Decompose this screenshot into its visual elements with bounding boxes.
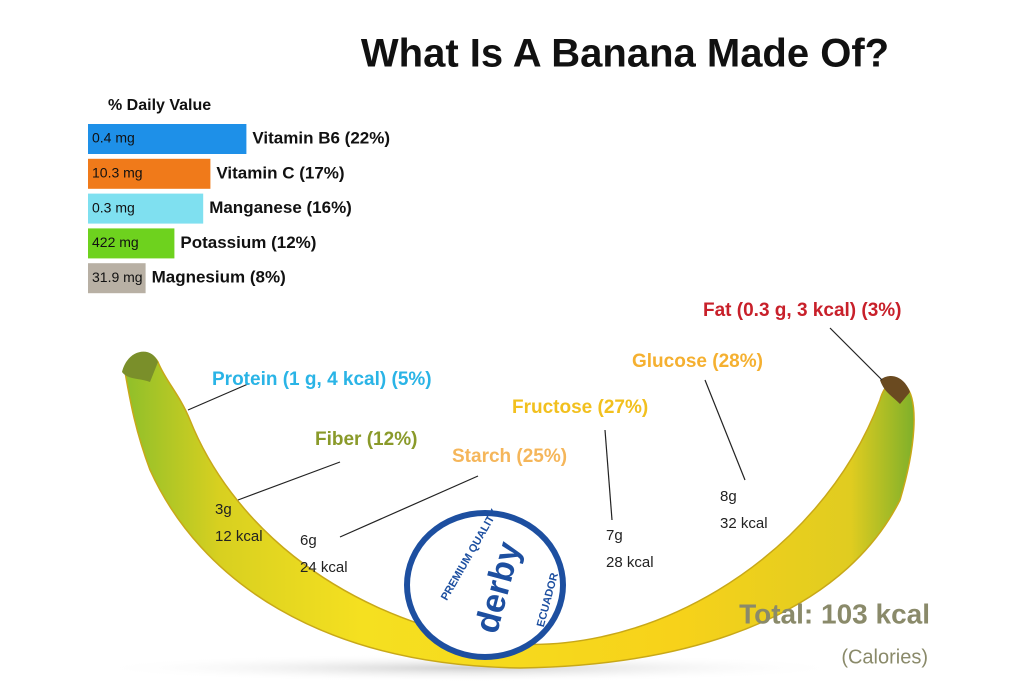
starch-label: Starch (25%) bbox=[452, 446, 567, 467]
bar bbox=[88, 263, 146, 294]
bar-amount: 31.9 mg bbox=[92, 269, 143, 285]
fructose-label: Fructose (27%) bbox=[512, 397, 648, 418]
protein-label: Protein (1 g, 4 kcal) (5%) bbox=[212, 369, 432, 390]
starch-grams: 6g bbox=[300, 532, 317, 549]
title: What Is A Banana Made Of? bbox=[361, 32, 889, 76]
banana-tip bbox=[880, 376, 910, 404]
bar bbox=[88, 124, 247, 154]
leader-line bbox=[604, 429, 613, 521]
bar-label: Potassium (12%) bbox=[180, 233, 316, 252]
bar-amount: 422 mg bbox=[92, 234, 139, 250]
bar bbox=[88, 193, 204, 224]
daily-value-heading: % Daily Value bbox=[108, 97, 211, 114]
starch-kcal: 24 kcal bbox=[300, 559, 348, 576]
banana-shadow bbox=[90, 654, 850, 682]
bar-label: Vitamin C (17%) bbox=[216, 163, 344, 182]
bar-label: Manganese (16%) bbox=[209, 198, 352, 217]
leader-line bbox=[187, 383, 249, 411]
logo-badge bbox=[404, 510, 566, 660]
bar-amount: 0.3 mg bbox=[92, 199, 135, 215]
fructose-kcal: 28 kcal bbox=[606, 554, 654, 571]
fructose-grams: 7g bbox=[606, 527, 623, 544]
fat-label: Fat (0.3 g, 3 kcal) (3%) bbox=[703, 300, 902, 321]
banana-stem bbox=[122, 351, 158, 382]
fiber-grams: 3g bbox=[215, 501, 232, 518]
glucose-label: Glucose (28%) bbox=[632, 351, 763, 372]
leader-line bbox=[237, 461, 341, 501]
bar bbox=[88, 228, 175, 259]
logo: PREMIUM QUALITY derby ECUADOR bbox=[404, 507, 566, 660]
total-unit: (Calories) bbox=[841, 646, 928, 668]
total: Total: 103 kcal bbox=[739, 598, 930, 629]
fiber-label: Fiber (12%) bbox=[315, 429, 417, 450]
leader-line bbox=[339, 475, 479, 538]
leader-line bbox=[829, 327, 883, 381]
bar-amount: 10.3 mg bbox=[92, 165, 143, 181]
fiber-kcal: 12 kcal bbox=[215, 528, 263, 545]
leader-line bbox=[704, 379, 746, 481]
daily-value-bars: 0.4 mg Vitamin B6 (22%) 10.3 mg Vitamin C (… bbox=[88, 124, 390, 294]
bar-label: Vitamin B6 (22%) bbox=[252, 128, 390, 147]
bar bbox=[88, 158, 211, 189]
bar-amount: 0.4 mg bbox=[92, 130, 135, 146]
glucose-grams: 8g bbox=[720, 488, 737, 505]
bar-label: Magnesium (8%) bbox=[152, 268, 286, 287]
glucose-kcal: 32 kcal bbox=[720, 515, 768, 532]
